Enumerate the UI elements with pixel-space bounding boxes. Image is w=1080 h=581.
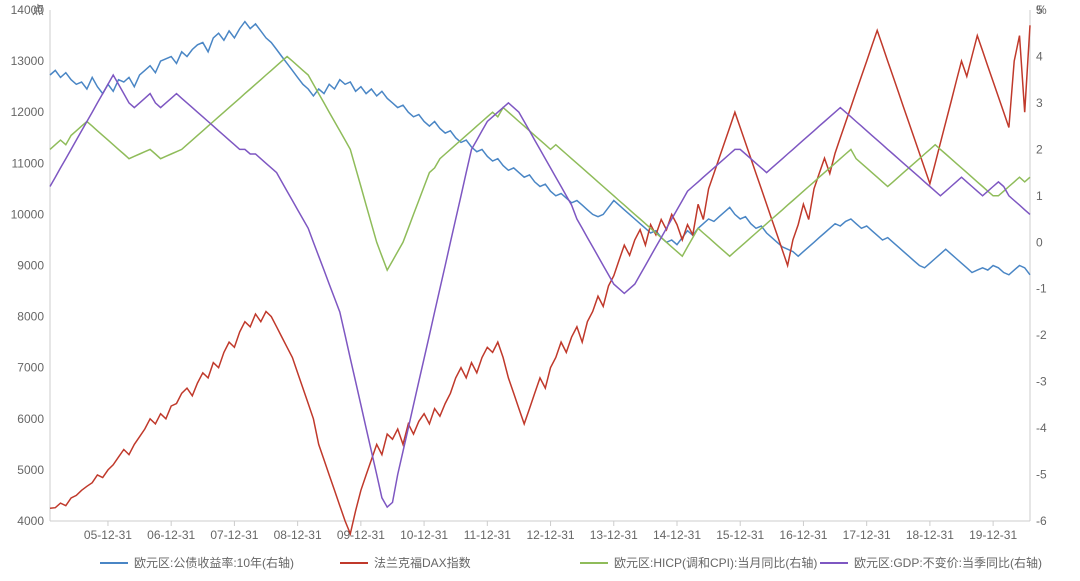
svg-text:10-12-31: 10-12-31 [400,528,448,542]
legend-label-bond_yield: 欧元区:公债收益率:10年(右轴) [134,555,294,570]
legend-label-hicp: 欧元区:HICP(调和CPI):当月同比(右轴) [614,555,817,570]
svg-text:6000: 6000 [17,412,44,426]
multi-axis-line-chart: 4000 5000 6000 7000 8000 9000 10000 11000 12000 1… [0,0,1080,581]
series-dax [50,25,1030,534]
svg-text:11-12-31: 11-12-31 [464,528,511,542]
svg-text:%: % [1036,3,1047,17]
svg-text:13000: 13000 [11,54,45,68]
svg-text:点: 点 [32,3,44,17]
svg-text:19-12-31: 19-12-31 [969,528,1017,542]
svg-text:08-12-31: 08-12-31 [274,528,322,542]
svg-text:-4: -4 [1036,421,1047,435]
svg-text:14-12-31: 14-12-31 [653,528,701,542]
svg-text:16-12-31: 16-12-31 [779,528,827,542]
svg-text:09-12-31: 09-12-31 [337,528,385,542]
svg-text:8000: 8000 [17,310,44,324]
legend-label-dax: 法兰克福DAX指数 [374,555,471,570]
svg-text:2: 2 [1036,142,1043,156]
chart-canvas: 4000 5000 6000 7000 8000 9000 10000 11000 12000 1… [0,0,1080,581]
svg-text:06-12-31: 06-12-31 [147,528,195,542]
svg-text:7000: 7000 [17,361,44,375]
svg-text:13-12-31: 13-12-31 [590,528,638,542]
svg-text:-2: -2 [1036,328,1047,342]
svg-text:17-12-31: 17-12-31 [843,528,891,542]
svg-text:10000: 10000 [11,207,45,221]
svg-text:3: 3 [1036,96,1043,110]
series-hicp [50,57,1030,271]
svg-text:-5: -5 [1036,468,1047,482]
svg-text:-1: -1 [1036,282,1047,296]
svg-text:9000: 9000 [17,259,44,273]
svg-text:12000: 12000 [11,105,45,119]
svg-text:11000: 11000 [12,156,45,170]
svg-text:5000: 5000 [17,463,44,477]
svg-text:1: 1 [1036,189,1043,203]
svg-text:0: 0 [1036,235,1043,249]
legend-label-gdp: 欧元区:GDP:不变价:当季同比(右轴) [854,555,1042,570]
svg-text:15-12-31: 15-12-31 [716,528,764,542]
svg-text:05-12-31: 05-12-31 [84,528,132,542]
svg-text:07-12-31: 07-12-31 [210,528,258,542]
svg-text:12-12-31: 12-12-31 [527,528,575,542]
svg-text:-3: -3 [1036,375,1047,389]
svg-text:-6: -6 [1036,514,1047,528]
svg-text:4: 4 [1036,49,1043,63]
svg-text:18-12-31: 18-12-31 [906,528,954,542]
svg-text:4000: 4000 [17,514,44,528]
